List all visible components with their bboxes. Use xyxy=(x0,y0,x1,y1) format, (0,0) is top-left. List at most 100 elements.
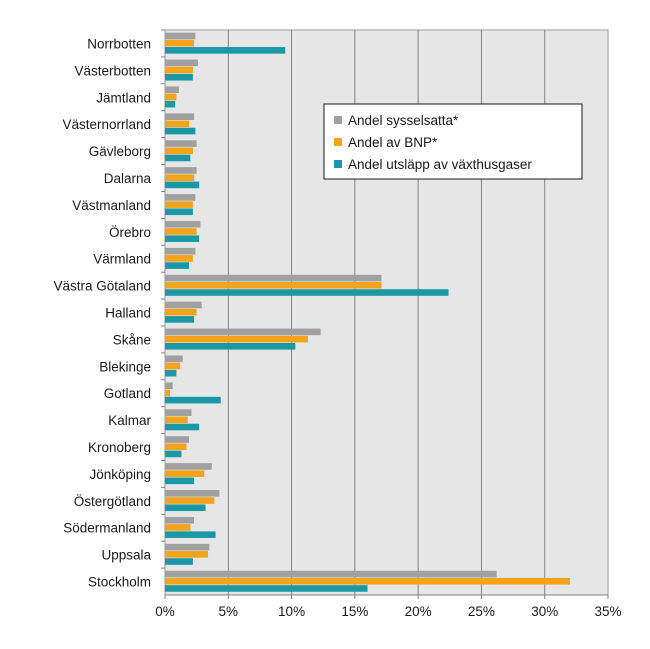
bar-kronoberg-series-0 xyxy=(165,436,190,443)
bar-sodermanland-series-0 xyxy=(165,516,195,524)
bar-vasternorrland-series-0 xyxy=(165,113,195,120)
bar-gotland-series-0 xyxy=(165,382,173,390)
bar-jamtland-series-0 xyxy=(165,86,179,94)
x-tick-label-0: 0% xyxy=(155,604,175,619)
legend: Andel sysselsatta* Andel av BNP* Andel u… xyxy=(323,103,583,180)
bar-varmland-series-0 xyxy=(165,247,196,255)
legend-box xyxy=(323,103,583,180)
bar-uppsala-series-0 xyxy=(165,543,210,551)
category-label-jamtland: Jämtland xyxy=(96,90,151,105)
category-label-gavleborg: Gävleborg xyxy=(89,144,151,159)
bar-stockholm-series-0 xyxy=(165,570,497,578)
bar-vasterbotten-series-1 xyxy=(165,66,193,74)
category-label-jonkoping: Jönköping xyxy=(89,467,151,482)
bar-dalarna-series-0 xyxy=(165,167,197,174)
bar-vasterbotten-series-2 xyxy=(165,73,193,81)
category-label-halland: Halland xyxy=(105,306,151,321)
x-tick-label-3: 15% xyxy=(341,604,368,619)
bar-kronoberg-series-1 xyxy=(165,443,187,451)
bar-kalmar-series-0 xyxy=(165,409,192,416)
bar-jonkoping-series-2 xyxy=(165,477,195,485)
bar-varmland-series-2 xyxy=(165,262,190,269)
bar-jamtland-series-1 xyxy=(165,93,177,101)
category-label-kalmar: Kalmar xyxy=(108,413,151,428)
bar-sodermanland-series-1 xyxy=(165,524,191,531)
category-label-sodermanland: Södermanland xyxy=(63,521,151,536)
bar-orebro-series-0 xyxy=(165,220,201,228)
category-label-norrbotten: Norrbotten xyxy=(87,36,151,51)
bar-kalmar-series-1 xyxy=(165,416,188,424)
bar-ostergotland-series-1 xyxy=(165,497,215,504)
bar-blekinge-series-2 xyxy=(165,369,177,377)
bar-gavleborg-series-1 xyxy=(165,147,193,155)
bar-kalmar-series-2 xyxy=(165,423,200,431)
legend-swatch-sysselsatta xyxy=(334,116,342,124)
bar-sodermanland-series-2 xyxy=(165,531,216,538)
category-label-orebro: Örebro xyxy=(109,225,151,240)
bar-gotland-series-2 xyxy=(165,396,221,404)
bar-gavleborg-series-2 xyxy=(165,154,191,162)
x-tick-label-1: 5% xyxy=(219,604,239,619)
bar-vastra-gotaland-series-1 xyxy=(165,281,382,289)
bar-gavleborg-series-0 xyxy=(165,140,197,147)
bar-ostergotland-series-0 xyxy=(165,490,220,497)
bar-halland-series-2 xyxy=(165,316,195,323)
bar-vasternorrland-series-1 xyxy=(165,120,190,128)
bar-ostergotland-series-2 xyxy=(165,504,206,512)
category-label-blekinge: Blekinge xyxy=(99,359,151,374)
bar-dalarna-series-1 xyxy=(165,174,195,181)
bar-stockholm-series-1 xyxy=(165,577,571,585)
category-label-dalarna: Dalarna xyxy=(104,171,152,186)
category-label-gotland: Gotland xyxy=(104,386,151,401)
bar-skane-series-1 xyxy=(165,335,309,343)
bar-blekinge-series-1 xyxy=(165,362,181,370)
x-tick-label-7: 35% xyxy=(594,604,621,619)
bar-blekinge-series-0 xyxy=(165,355,183,363)
bar-vasterbotten-series-0 xyxy=(165,59,198,67)
legend-swatch-utslapp xyxy=(334,160,342,168)
category-label-ostergotland: Östergötland xyxy=(74,494,151,509)
category-label-vasterbotten: Västerbotten xyxy=(74,63,151,78)
bar-uppsala-series-1 xyxy=(165,551,209,558)
x-tick-label-2: 10% xyxy=(278,604,305,619)
bar-jamtland-series-2 xyxy=(165,100,176,108)
bar-vastmanland-series-0 xyxy=(165,194,196,201)
bar-vastra-gotaland-series-2 xyxy=(165,289,449,296)
category-label-varmland: Värmland xyxy=(93,252,151,267)
category-label-stockholm: Stockholm xyxy=(88,575,151,590)
bar-varmland-series-1 xyxy=(165,255,193,262)
category-label-kronoberg: Kronoberg xyxy=(88,440,151,455)
legend-swatch-bnp xyxy=(334,138,342,146)
category-label-vastmanland: Västmanland xyxy=(72,198,151,213)
bar-skane-series-2 xyxy=(165,343,296,350)
bar-gotland-series-1 xyxy=(165,389,171,397)
category-label-skane: Skåne xyxy=(113,332,151,347)
x-tick-label-6: 30% xyxy=(531,604,558,619)
bar-skane-series-0 xyxy=(165,328,321,336)
bar-vastra-gotaland-series-0 xyxy=(165,274,382,282)
x-tick-label-5: 25% xyxy=(468,604,495,619)
bar-orebro-series-2 xyxy=(165,235,200,242)
x-tick-label-4: 20% xyxy=(405,604,432,619)
legend-label-utslapp: Andel utsläpp av växthusgaser xyxy=(348,157,532,172)
bar-norrbotten-series-0 xyxy=(165,32,196,40)
bar-halland-series-1 xyxy=(165,308,197,316)
bar-dalarna-series-2 xyxy=(165,181,200,189)
bar-vastmanland-series-2 xyxy=(165,208,193,216)
bar-uppsala-series-2 xyxy=(165,558,193,565)
bar-halland-series-0 xyxy=(165,301,202,309)
legend-label-bnp: Andel av BNP* xyxy=(348,135,438,150)
bar-orebro-series-1 xyxy=(165,228,197,235)
bar-stockholm-series-2 xyxy=(165,585,368,592)
category-label-vasternorrland: Västernorrland xyxy=(62,117,151,132)
bar-norrbotten-series-2 xyxy=(165,47,286,54)
bar-norrbotten-series-1 xyxy=(165,39,195,47)
bar-jonkoping-series-0 xyxy=(165,463,212,470)
category-label-vastra-gotaland: Västra Götaland xyxy=(53,279,151,294)
bar-vasternorrland-series-2 xyxy=(165,127,196,135)
bar-jonkoping-series-1 xyxy=(165,470,205,477)
legend-label-sysselsatta: Andel sysselsatta* xyxy=(348,113,459,128)
bar-vastmanland-series-1 xyxy=(165,201,193,208)
category-label-uppsala: Uppsala xyxy=(101,548,151,563)
